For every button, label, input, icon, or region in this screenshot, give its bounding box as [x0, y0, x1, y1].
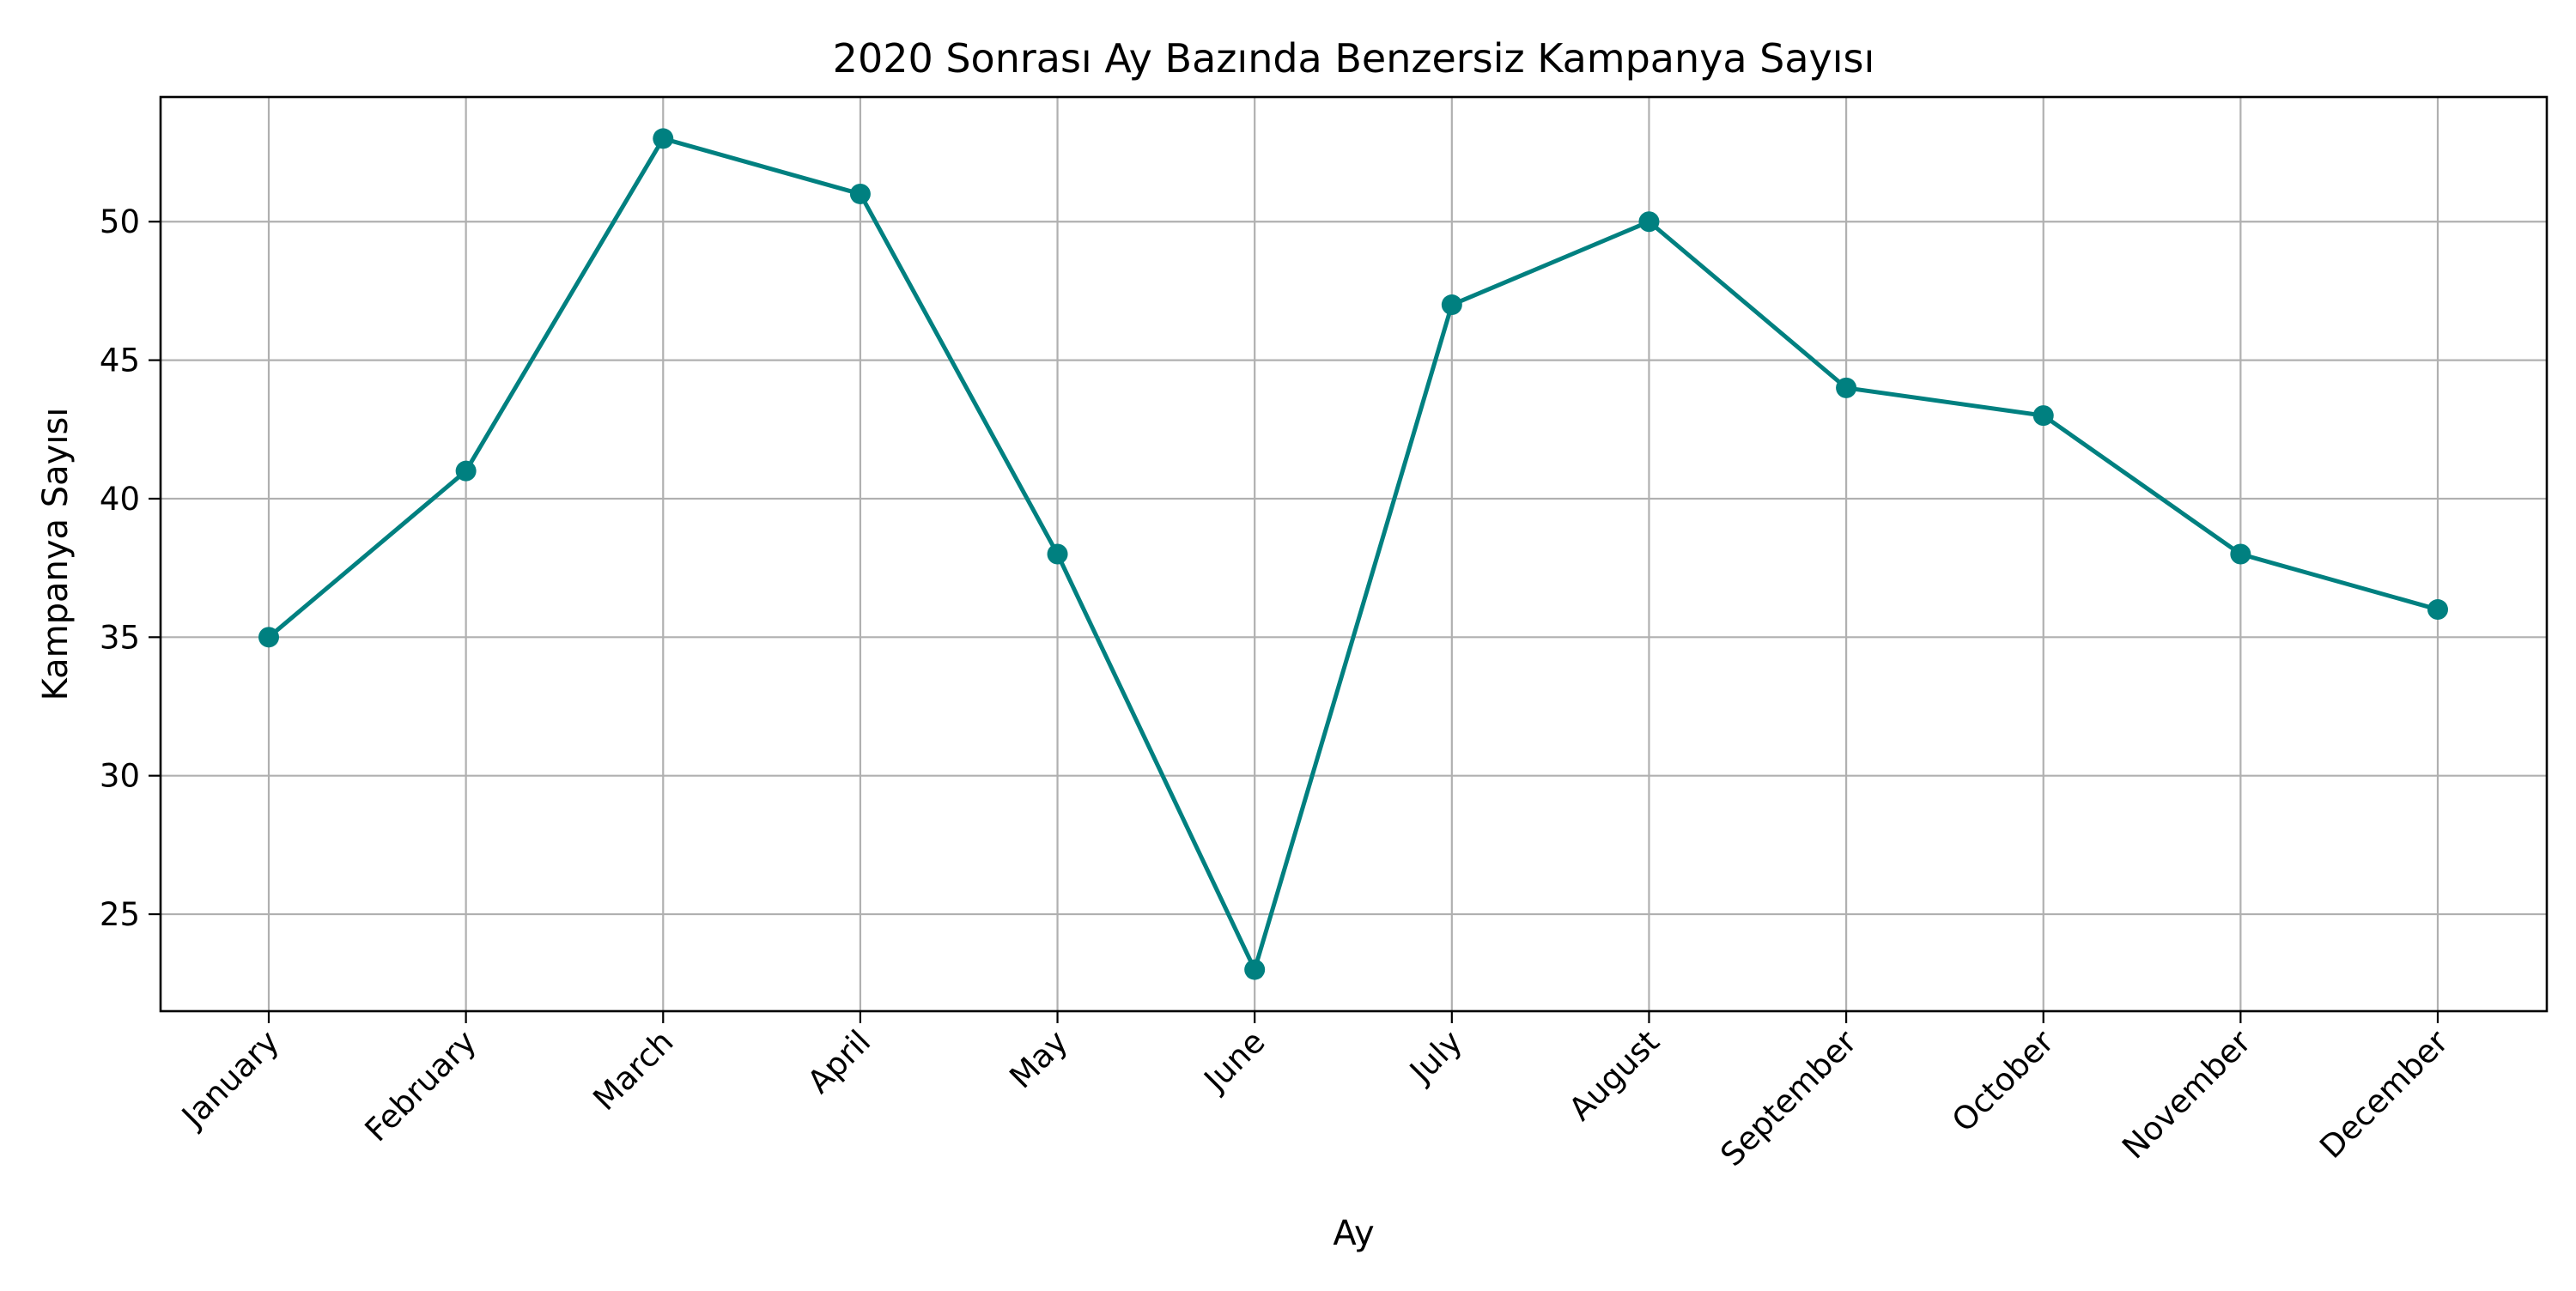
x-tick-label: April [800, 1023, 878, 1100]
y-axis-label: Kampanya Sayısı [36, 408, 76, 701]
x-tick-label: October [1945, 1022, 2062, 1139]
data-point [455, 460, 477, 482]
x-tick-label: June [1196, 1023, 1273, 1100]
data-point [2427, 599, 2448, 621]
y-tick-label: 30 [100, 758, 140, 795]
x-axis-label: Ay [1333, 1214, 1374, 1253]
x-tick-label: September [1713, 1022, 1864, 1173]
x-tick-label: December [2312, 1022, 2456, 1166]
axis-ticks: January February March April May June July Augu… [100, 203, 2456, 1173]
x-tick-label: January [173, 1023, 286, 1136]
y-tick-label: 25 [100, 896, 140, 933]
data-point [2230, 543, 2251, 565]
data-point [849, 183, 871, 204]
data-point [653, 128, 674, 149]
series-line [266, 136, 2440, 973]
series-layer [258, 128, 2448, 980]
x-tick-label: August [1562, 1023, 1667, 1128]
data-point [1244, 959, 1266, 980]
grid [161, 97, 2547, 1011]
data-point [1638, 211, 1660, 233]
data-point [1441, 294, 1462, 316]
data-point [1836, 377, 1857, 398]
x-tick-label: July [1401, 1023, 1469, 1091]
x-tick-label: November [2115, 1022, 2258, 1166]
data-point [258, 627, 279, 648]
plot-area-frame [159, 95, 2549, 1013]
y-tick-label: 50 [100, 203, 140, 240]
x-tick-label: March [586, 1023, 680, 1118]
data-point [2032, 405, 2054, 427]
data-point [1047, 543, 1068, 565]
y-tick-label: 40 [100, 481, 140, 518]
x-tick-label: May [1002, 1023, 1074, 1095]
y-tick-label: 45 [100, 342, 140, 379]
y-tick-label: 35 [100, 619, 140, 656]
chart-title: 2020 Sonrası Ay Bazında Benzersiz Kampan… [833, 35, 1875, 82]
x-tick-label: February [358, 1023, 483, 1149]
